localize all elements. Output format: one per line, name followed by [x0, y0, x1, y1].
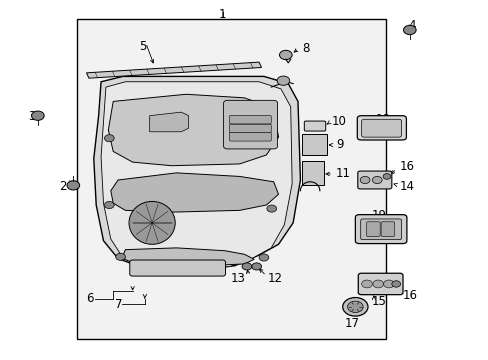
Text: 7: 7	[115, 298, 122, 311]
Polygon shape	[94, 76, 300, 271]
Circle shape	[259, 254, 268, 261]
Circle shape	[360, 176, 369, 184]
Text: 2: 2	[59, 180, 66, 193]
FancyBboxPatch shape	[229, 124, 271, 133]
Text: 11: 11	[335, 167, 350, 180]
FancyBboxPatch shape	[129, 260, 225, 276]
Circle shape	[382, 174, 390, 179]
FancyBboxPatch shape	[302, 134, 326, 156]
Polygon shape	[108, 94, 278, 166]
Text: 17: 17	[344, 317, 359, 330]
Polygon shape	[101, 82, 291, 271]
Circle shape	[361, 280, 372, 288]
Circle shape	[347, 301, 363, 312]
Text: 10: 10	[331, 114, 346, 127]
Circle shape	[372, 280, 383, 288]
Circle shape	[391, 281, 400, 287]
FancyBboxPatch shape	[366, 222, 379, 237]
FancyBboxPatch shape	[229, 132, 271, 141]
Text: 13: 13	[230, 273, 245, 285]
Polygon shape	[86, 62, 261, 78]
FancyBboxPatch shape	[357, 171, 391, 189]
Circle shape	[31, 111, 44, 120]
Bar	[77, 19, 385, 339]
FancyBboxPatch shape	[355, 215, 406, 244]
Circle shape	[242, 263, 251, 270]
FancyBboxPatch shape	[380, 222, 394, 237]
Text: 8: 8	[301, 42, 308, 55]
FancyBboxPatch shape	[357, 116, 406, 140]
Polygon shape	[149, 112, 188, 132]
Text: 4: 4	[407, 19, 415, 32]
Text: 15: 15	[371, 295, 386, 308]
Text: 1: 1	[219, 8, 226, 21]
Text: 16: 16	[402, 288, 417, 302]
FancyBboxPatch shape	[302, 161, 323, 185]
Circle shape	[372, 176, 381, 184]
Text: 5: 5	[139, 40, 146, 53]
FancyBboxPatch shape	[361, 119, 401, 137]
FancyBboxPatch shape	[229, 115, 271, 124]
Circle shape	[277, 76, 289, 85]
FancyBboxPatch shape	[304, 121, 325, 131]
Text: 18: 18	[375, 113, 390, 126]
Circle shape	[342, 297, 367, 316]
Text: 3: 3	[28, 111, 35, 123]
FancyBboxPatch shape	[223, 100, 277, 149]
Text: 14: 14	[399, 180, 414, 193]
Circle shape	[104, 135, 114, 142]
Text: 12: 12	[267, 273, 282, 285]
Circle shape	[251, 263, 261, 270]
Ellipse shape	[129, 202, 175, 244]
FancyBboxPatch shape	[358, 273, 402, 295]
FancyBboxPatch shape	[360, 219, 401, 240]
Text: 7: 7	[132, 101, 140, 114]
Polygon shape	[111, 173, 278, 212]
Text: 19: 19	[371, 209, 386, 222]
Text: 16: 16	[399, 160, 414, 173]
Circle shape	[116, 253, 125, 260]
Circle shape	[266, 205, 276, 212]
Text: 6: 6	[86, 292, 94, 305]
Circle shape	[279, 50, 291, 60]
Circle shape	[383, 280, 393, 288]
Circle shape	[403, 25, 415, 35]
Polygon shape	[122, 248, 254, 265]
Circle shape	[104, 202, 114, 208]
Text: 9: 9	[335, 139, 343, 152]
Circle shape	[67, 181, 80, 190]
